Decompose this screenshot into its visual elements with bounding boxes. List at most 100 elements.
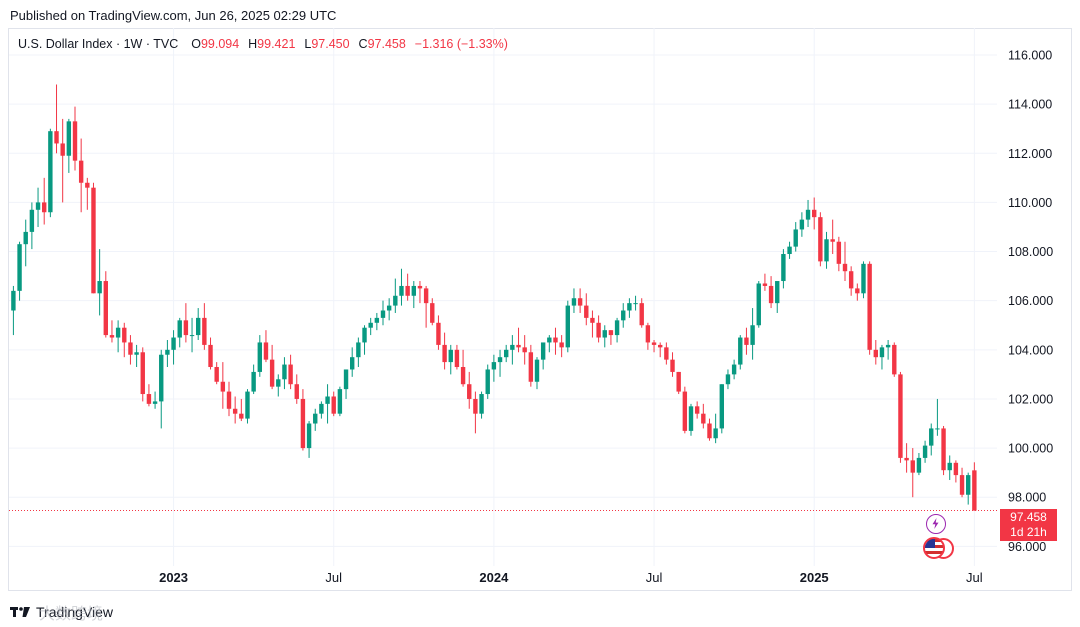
candle: [11, 285, 16, 336]
candle: [337, 386, 343, 417]
us-flag-icon[interactable]: [923, 537, 945, 559]
candle: [719, 384, 724, 434]
candle-body: [42, 202, 47, 213]
high-label: H: [248, 37, 258, 51]
candle-body: [405, 285, 410, 296]
candle-body: [873, 349, 878, 358]
candle: [805, 199, 811, 227]
candle-body: [664, 347, 669, 360]
candle: [861, 261, 866, 299]
candle: [276, 374, 281, 397]
candle: [781, 249, 786, 289]
candle: [171, 330, 176, 365]
candle: [701, 403, 706, 429]
candle-body: [904, 457, 909, 461]
candle-body: [152, 401, 158, 404]
candle-body: [380, 310, 386, 318]
tradingview-brand[interactable]: TradingView: [36, 604, 114, 620]
candle-body: [627, 303, 632, 311]
candle: [553, 327, 558, 355]
candle-body: [824, 239, 829, 262]
candle: [460, 349, 466, 387]
candle: [694, 401, 700, 419]
candle-body: [658, 344, 663, 348]
x-tick-label: Jul: [325, 570, 342, 585]
candle: [947, 455, 952, 481]
lightning-event-icon[interactable]: [926, 514, 946, 534]
candle: [651, 339, 657, 353]
candle: [658, 342, 663, 358]
candle: [676, 371, 681, 395]
candle-body: [744, 337, 749, 345]
candle: [479, 391, 484, 419]
candle-body: [750, 325, 755, 345]
candle: [571, 288, 577, 313]
candle-body: [966, 475, 971, 495]
candle: [257, 335, 262, 377]
candle: [935, 398, 940, 436]
candle: [325, 384, 330, 424]
candle-body: [208, 344, 213, 368]
candle-body: [448, 349, 453, 363]
candle-body: [430, 303, 435, 323]
candle-body: [239, 413, 244, 419]
candle-body: [66, 121, 72, 156]
candle-body: [337, 389, 343, 414]
candle: [189, 317, 195, 353]
candle-body: [793, 229, 798, 247]
candle: [196, 308, 201, 340]
candle: [220, 362, 226, 409]
candle-body: [633, 303, 638, 305]
candle: [645, 322, 651, 350]
candle: [910, 448, 915, 498]
candle-body: [331, 396, 336, 414]
candle: [306, 421, 312, 458]
candle-body: [319, 403, 324, 414]
candle-body: [306, 423, 312, 449]
candle: [904, 443, 909, 473]
candle-body: [196, 317, 201, 336]
candle-body: [670, 359, 675, 372]
candle-body: [812, 209, 817, 218]
candle-body: [23, 231, 28, 245]
candle-body: [645, 325, 651, 343]
candle: [504, 344, 509, 363]
candle-body: [719, 384, 724, 429]
candle-body: [861, 263, 866, 294]
candle-body: [386, 305, 392, 311]
low-value: 97.450: [311, 37, 350, 51]
candle: [48, 128, 53, 218]
candle: [128, 335, 133, 365]
candle-body: [134, 352, 139, 355]
candle-body: [393, 295, 398, 306]
candle: [54, 84, 59, 154]
candle: [621, 303, 626, 328]
candle: [818, 212, 823, 267]
symbol-label[interactable]: U.S. Dollar Index · 1W · TVC: [18, 37, 179, 51]
time-axis[interactable]: 2023 Jul 2024 Jul 2025 Jul: [159, 570, 983, 585]
price-axis[interactable]: 96.000 98.000 100.000 102.000 104.000 106.000…: [1008, 49, 1053, 554]
candle-body: [485, 369, 490, 395]
candle-body: [731, 364, 737, 375]
candle: [35, 187, 41, 227]
candle-body: [922, 445, 928, 458]
y-tick-label: 104.000: [1008, 343, 1053, 357]
candle-body: [867, 263, 872, 350]
candle-body: [516, 344, 521, 348]
candle: [263, 330, 269, 363]
candle-body: [232, 408, 238, 414]
candle-body: [91, 187, 96, 294]
candle: [140, 347, 145, 402]
candle-body: [602, 330, 607, 338]
candle: [922, 440, 928, 463]
candle: [953, 460, 959, 483]
close-label: C: [358, 37, 368, 51]
candle: [454, 344, 460, 370]
candle-body: [504, 349, 509, 358]
candle-body: [534, 359, 540, 382]
candle-body: [596, 322, 601, 338]
candle-body: [11, 290, 16, 311]
candle-body: [935, 428, 940, 430]
candle: [165, 339, 170, 368]
